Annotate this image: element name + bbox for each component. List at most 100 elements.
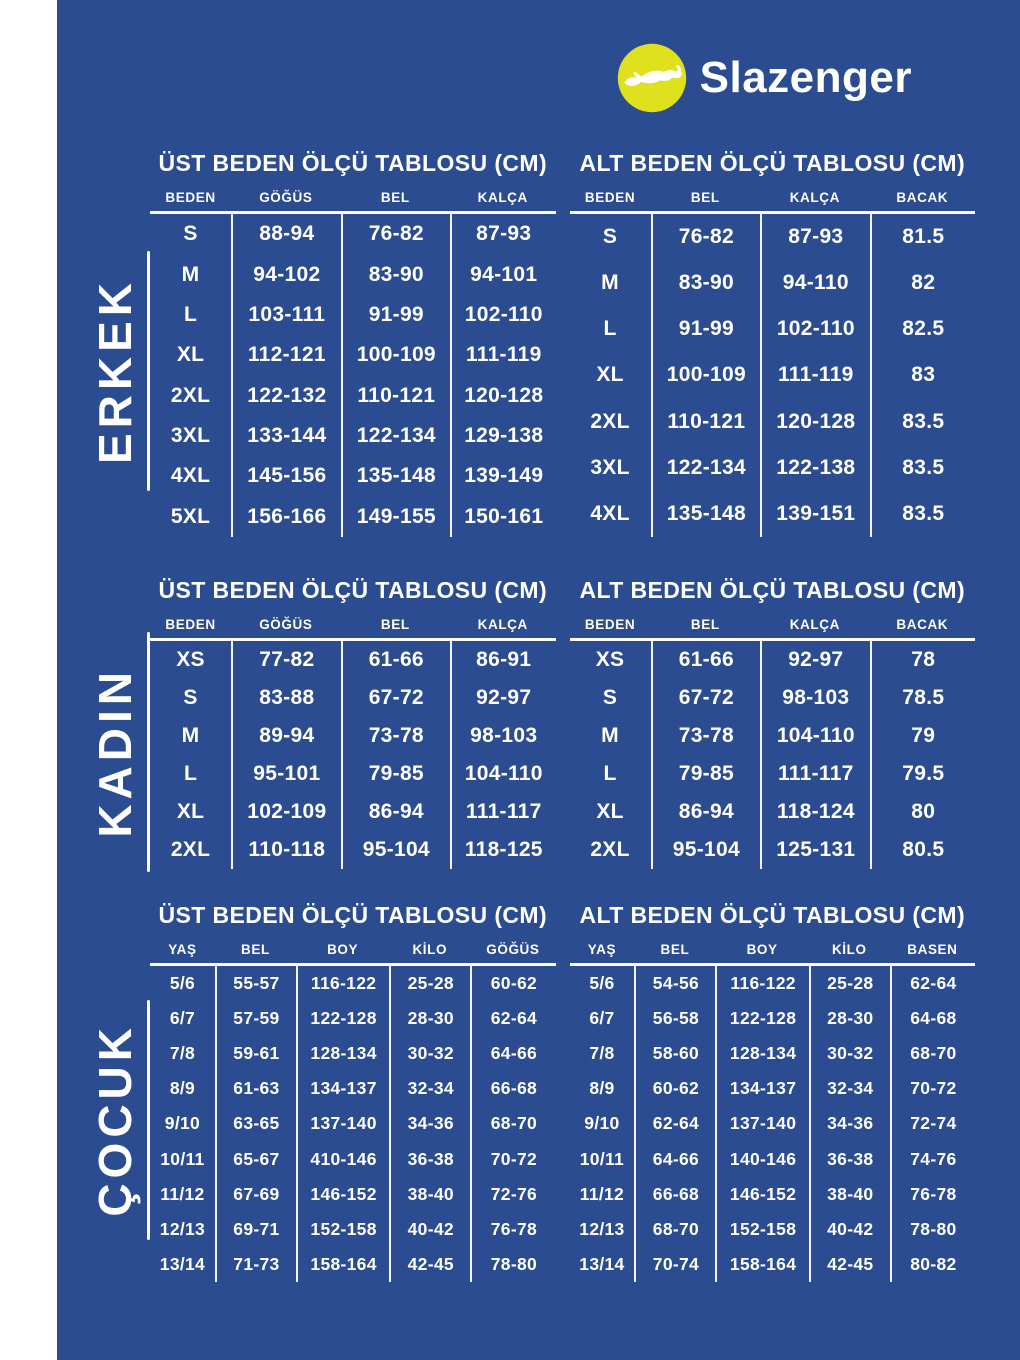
measure-cell: 68-70	[634, 1211, 715, 1247]
measure-cell: 139-151	[760, 490, 869, 537]
table-title: ALT BEDEN ÖLÇÜ TABLOSU (CM)	[579, 577, 966, 603]
table-row: 3XL 133-144 122-134 129-138	[150, 415, 556, 457]
blue-panel: Slazenger ERKEK ÜST BEDEN ÖLÇÜ TABLOSU (C…	[57, 0, 1020, 1360]
measure-cell: 103-111	[231, 294, 340, 336]
size-cell: L	[603, 317, 617, 341]
column-header: KİLO	[412, 942, 448, 957]
measure-cell: 38-40	[808, 1176, 890, 1212]
column-header: BEDEN	[165, 190, 216, 205]
size-cell: 2XL	[170, 838, 211, 861]
measure-cell: 32-34	[808, 1071, 890, 1107]
measure-cell: 67-72	[340, 679, 450, 717]
table-row: 10/11 64-66 140-146 36-38 74-76	[570, 1141, 976, 1177]
measure-cell: 81.5	[869, 214, 975, 261]
measure-cell: 100-109	[340, 335, 450, 376]
measure-cell: 128-134	[295, 1036, 389, 1072]
table-row: 12/13 68-70 152-158 40-42 78-80	[570, 1211, 976, 1247]
measure-cell: 122-128	[295, 1001, 389, 1037]
measure-cell: 62-64	[470, 1001, 555, 1037]
measure-cell: 55-57	[214, 966, 296, 1002]
measure-cell: 110-121	[340, 375, 450, 416]
table-header-row: BEDEN BEL KALÇA BACAK	[569, 617, 975, 641]
column-header: BOY	[746, 942, 778, 957]
measure-cell: 82	[869, 260, 975, 307]
column-header: BEDEN	[584, 190, 636, 205]
measure-cell: 88-94	[231, 214, 340, 255]
measure-cell: 146-152	[295, 1176, 389, 1212]
size-cell: XL	[176, 343, 205, 367]
table-row: 4XL 135-148 139-151 83.5	[570, 490, 976, 537]
section-tables: ÜST BEDEN ÖLÇÜ TABLOSU (CM) BEDEN GÖĞÜS BEL…	[150, 577, 1020, 872]
measure-cell: 158-164	[715, 1246, 808, 1282]
table-title: ÜST BEDEN ÖLÇÜ TABLOSU (CM)	[158, 150, 548, 176]
table-row: 11/12 66-68 146-152 38-40 76-78	[570, 1176, 976, 1212]
measure-cell: 72-76	[470, 1176, 555, 1212]
measure-cell: 25-28	[808, 966, 890, 1002]
erkek-table-alt: ALT BEDEN ÖLÇÜ TABLOSU (CM) BEDEN BEL KALÇA…	[569, 150, 976, 537]
measure-cell: 86-94	[340, 793, 450, 831]
size-cell: 7/8	[589, 1043, 615, 1064]
measure-cell: 57-59	[214, 1001, 296, 1037]
size-cell: XL	[596, 363, 624, 387]
measure-cell: 79	[869, 717, 975, 755]
column-header: BEL	[380, 190, 410, 205]
measure-cell: 72-74	[889, 1106, 975, 1142]
measure-cell: 86-94	[650, 793, 760, 831]
table-row: 8/9 61-63 134-137 32-34 66-68	[150, 1071, 556, 1107]
measure-cell: 36-38	[808, 1141, 890, 1177]
table-row: XS 61-66 92-97 78	[570, 641, 976, 679]
measure-cell: 38-40	[389, 1176, 470, 1212]
size-cell: 2XL	[590, 409, 630, 433]
measure-cell: 122-132	[231, 375, 340, 416]
size-cell: 4XL	[590, 501, 630, 525]
size-cell: 9/10	[164, 1113, 201, 1134]
column-header: BEL	[380, 617, 410, 632]
measure-cell: 32-34	[389, 1071, 470, 1107]
measure-cell: 76-82	[340, 214, 450, 255]
measure-cell: 74-76	[889, 1141, 975, 1177]
table-header-row: BEDEN GÖĞÜS BEL KALÇA	[150, 617, 556, 641]
size-cell: S	[602, 225, 618, 249]
size-cell: 3XL	[170, 424, 211, 448]
measure-cell: 135-148	[650, 490, 760, 537]
column-header: BEL	[690, 190, 720, 205]
table-row: XL 100-109 111-119 83	[570, 352, 976, 399]
measure-cell: 135-148	[340, 456, 450, 497]
size-cell: 11/12	[160, 1183, 205, 1204]
table-row: S 76-82 87-93 81.5	[570, 214, 976, 261]
cocuk-table-alt: ALT BEDEN ÖLÇÜ TABLOSU (CM) YAŞ BEL BOY KİLO…	[569, 902, 976, 1282]
section-gutter: KADIN	[57, 577, 150, 872]
table-body: S 88-94 76-82 87-93 M 94-102 83-90 94-101 L 103-1…	[150, 214, 556, 537]
measure-cell: 94-110	[760, 260, 869, 307]
measure-cell: 116-122	[295, 966, 389, 1002]
measure-cell: 410-146	[295, 1141, 389, 1177]
section-kadin: KADIN ÜST BEDEN ÖLÇÜ TABLOSU (CM) BEDEN GÖĞ…	[57, 577, 1020, 872]
column-header: BEL	[241, 942, 270, 957]
measure-cell: 59-61	[214, 1036, 296, 1072]
measure-cell: 111-119	[450, 335, 555, 376]
size-cell: XS	[595, 648, 625, 671]
measure-cell: 78-80	[889, 1211, 975, 1247]
table-row: 5/6 55-57 116-122 25-28 60-62	[150, 966, 556, 1002]
measure-cell: 66-68	[634, 1176, 715, 1212]
table-row: XL 112-121 100-109 111-119	[150, 335, 556, 376]
measure-cell: 83-90	[650, 260, 760, 307]
measure-cell: 125-131	[760, 831, 869, 869]
table-row: 13/14 71-73 158-164 42-45 78-80	[150, 1246, 556, 1282]
measure-cell: 58-60	[634, 1036, 715, 1072]
measure-cell: 111-117	[450, 793, 555, 831]
section-cocuk: ÇOCUK ÜST BEDEN ÖLÇÜ TABLOSU (CM) YAŞ BEL BO…	[57, 902, 1020, 1282]
table-row: M 83-90 94-110 82	[570, 260, 976, 307]
size-cell: M	[181, 724, 200, 747]
measure-cell: 28-30	[389, 1001, 470, 1037]
measure-cell: 64-66	[470, 1036, 555, 1072]
measure-cell: 78	[869, 641, 975, 679]
size-cell: 6/7	[169, 1008, 196, 1029]
column-header: BEDEN	[165, 617, 216, 632]
measure-cell: 67-69	[214, 1176, 296, 1212]
table-row: L 91-99 102-110 82.5	[570, 306, 976, 353]
measure-cell: 129-138	[450, 415, 555, 457]
size-cell: XS	[176, 648, 205, 671]
measure-cell: 134-137	[295, 1071, 389, 1107]
measure-cell: 83.5	[869, 490, 975, 537]
